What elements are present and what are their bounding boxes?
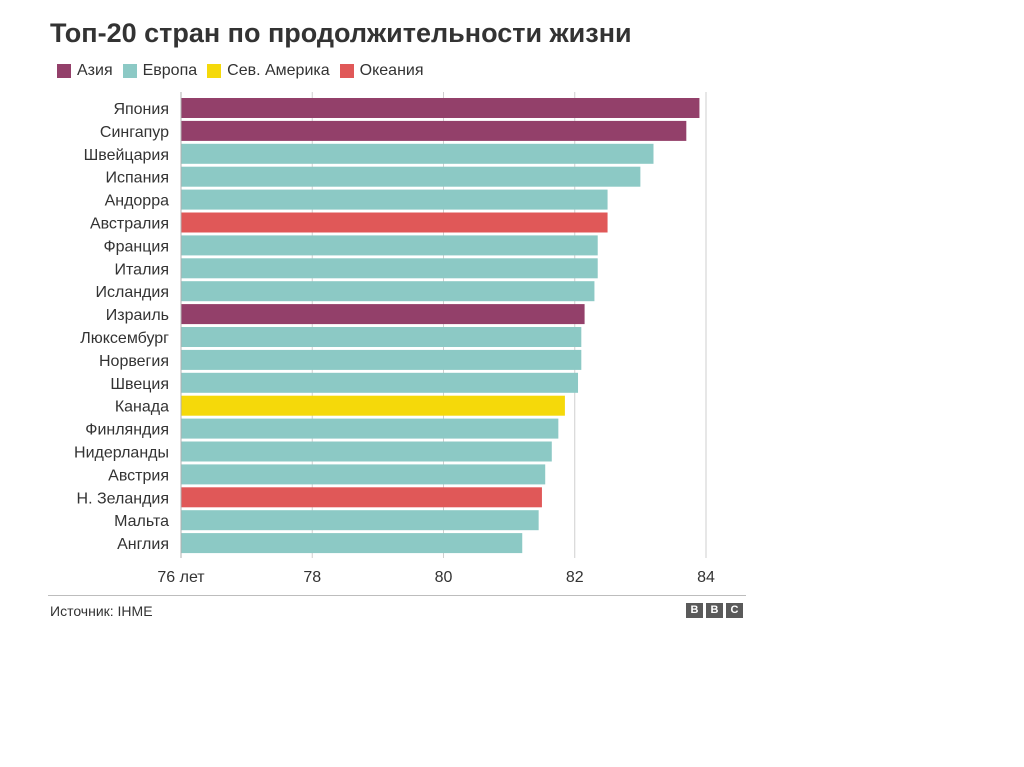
legend-swatch-north-america: [207, 64, 222, 78]
bar: [181, 349, 582, 370]
bar: [181, 372, 579, 393]
legend-item-oceania: Океания: [339, 62, 424, 80]
legend-item-europe: Европа: [122, 62, 198, 80]
bar: [181, 533, 523, 554]
category-label: Франция: [103, 238, 169, 255]
legend-label-oceania: Океания: [359, 62, 424, 79]
bar: [181, 235, 598, 256]
bar: [181, 258, 598, 279]
legend-item-asia: Азия: [57, 62, 113, 80]
legend-label-europe: Европа: [142, 62, 198, 79]
bar: [181, 487, 542, 508]
bar: [181, 120, 687, 141]
bar: [181, 464, 546, 485]
bar: [181, 304, 585, 325]
bar-chart: Япония Сингапур Швейцария Испания Андорра Авс…: [74, 92, 715, 586]
category-label: Андорра: [105, 193, 170, 210]
bar: [181, 327, 582, 347]
legend-label-north-america: Сев. Америка: [227, 62, 330, 79]
bbc-logo-letter: B: [706, 603, 723, 618]
bar: [181, 166, 641, 187]
category-label: Швейцария: [84, 147, 169, 164]
legend-swatch-europe: [122, 64, 137, 78]
legend-swatch-oceania: [339, 64, 354, 78]
category-label: Норвегия: [99, 353, 169, 370]
category-label: Н. Зеландия: [77, 490, 169, 507]
chart-title: Топ-20 стран по продолжительности жизни: [50, 18, 632, 48]
bar: [181, 510, 539, 531]
legend-swatch-asia: [57, 64, 71, 78]
bar: [181, 98, 700, 118]
bar: [181, 281, 595, 302]
x-tick-label: 84: [697, 569, 715, 586]
category-label: Швеция: [110, 376, 169, 393]
bar: [181, 395, 565, 416]
category-label: Австралия: [90, 216, 169, 233]
bbc-logo-letter: C: [726, 603, 743, 618]
bar: [181, 212, 608, 233]
category-label: Израиль: [106, 307, 169, 324]
category-label: Австрия: [108, 467, 169, 484]
bar: [181, 441, 552, 462]
bar: [181, 189, 608, 210]
category-label: Мальта: [114, 513, 169, 530]
legend: Азия Европа Сев. Америка Океания: [57, 62, 424, 80]
legend-label-asia: Азия: [77, 62, 113, 79]
bbc-logo-letter: B: [686, 603, 703, 618]
legend-item-north-america: Сев. Америка: [207, 62, 330, 80]
category-label: Англия: [117, 536, 169, 553]
category-label: Сингапур: [100, 124, 169, 141]
x-tick-label: 80: [435, 569, 453, 586]
bbc-logo: B B C: [686, 603, 743, 618]
x-tick-label: 82: [566, 569, 584, 586]
x-tick-label: 76 лет: [157, 569, 205, 586]
source-note: Источник: IHME: [50, 603, 153, 619]
category-label: Испания: [106, 170, 170, 187]
category-label: Исландия: [95, 284, 169, 301]
category-label: Нидерланды: [74, 445, 169, 462]
category-label: Финляндия: [85, 422, 169, 439]
category-label: Япония: [113, 101, 169, 118]
category-label: Канада: [115, 399, 169, 416]
footer-divider: [48, 595, 746, 596]
category-label: Люксембург: [80, 330, 169, 347]
bar: [181, 418, 559, 439]
category-label: Италия: [115, 261, 169, 278]
x-tick-label: 78: [303, 569, 321, 586]
bar: [181, 143, 654, 164]
